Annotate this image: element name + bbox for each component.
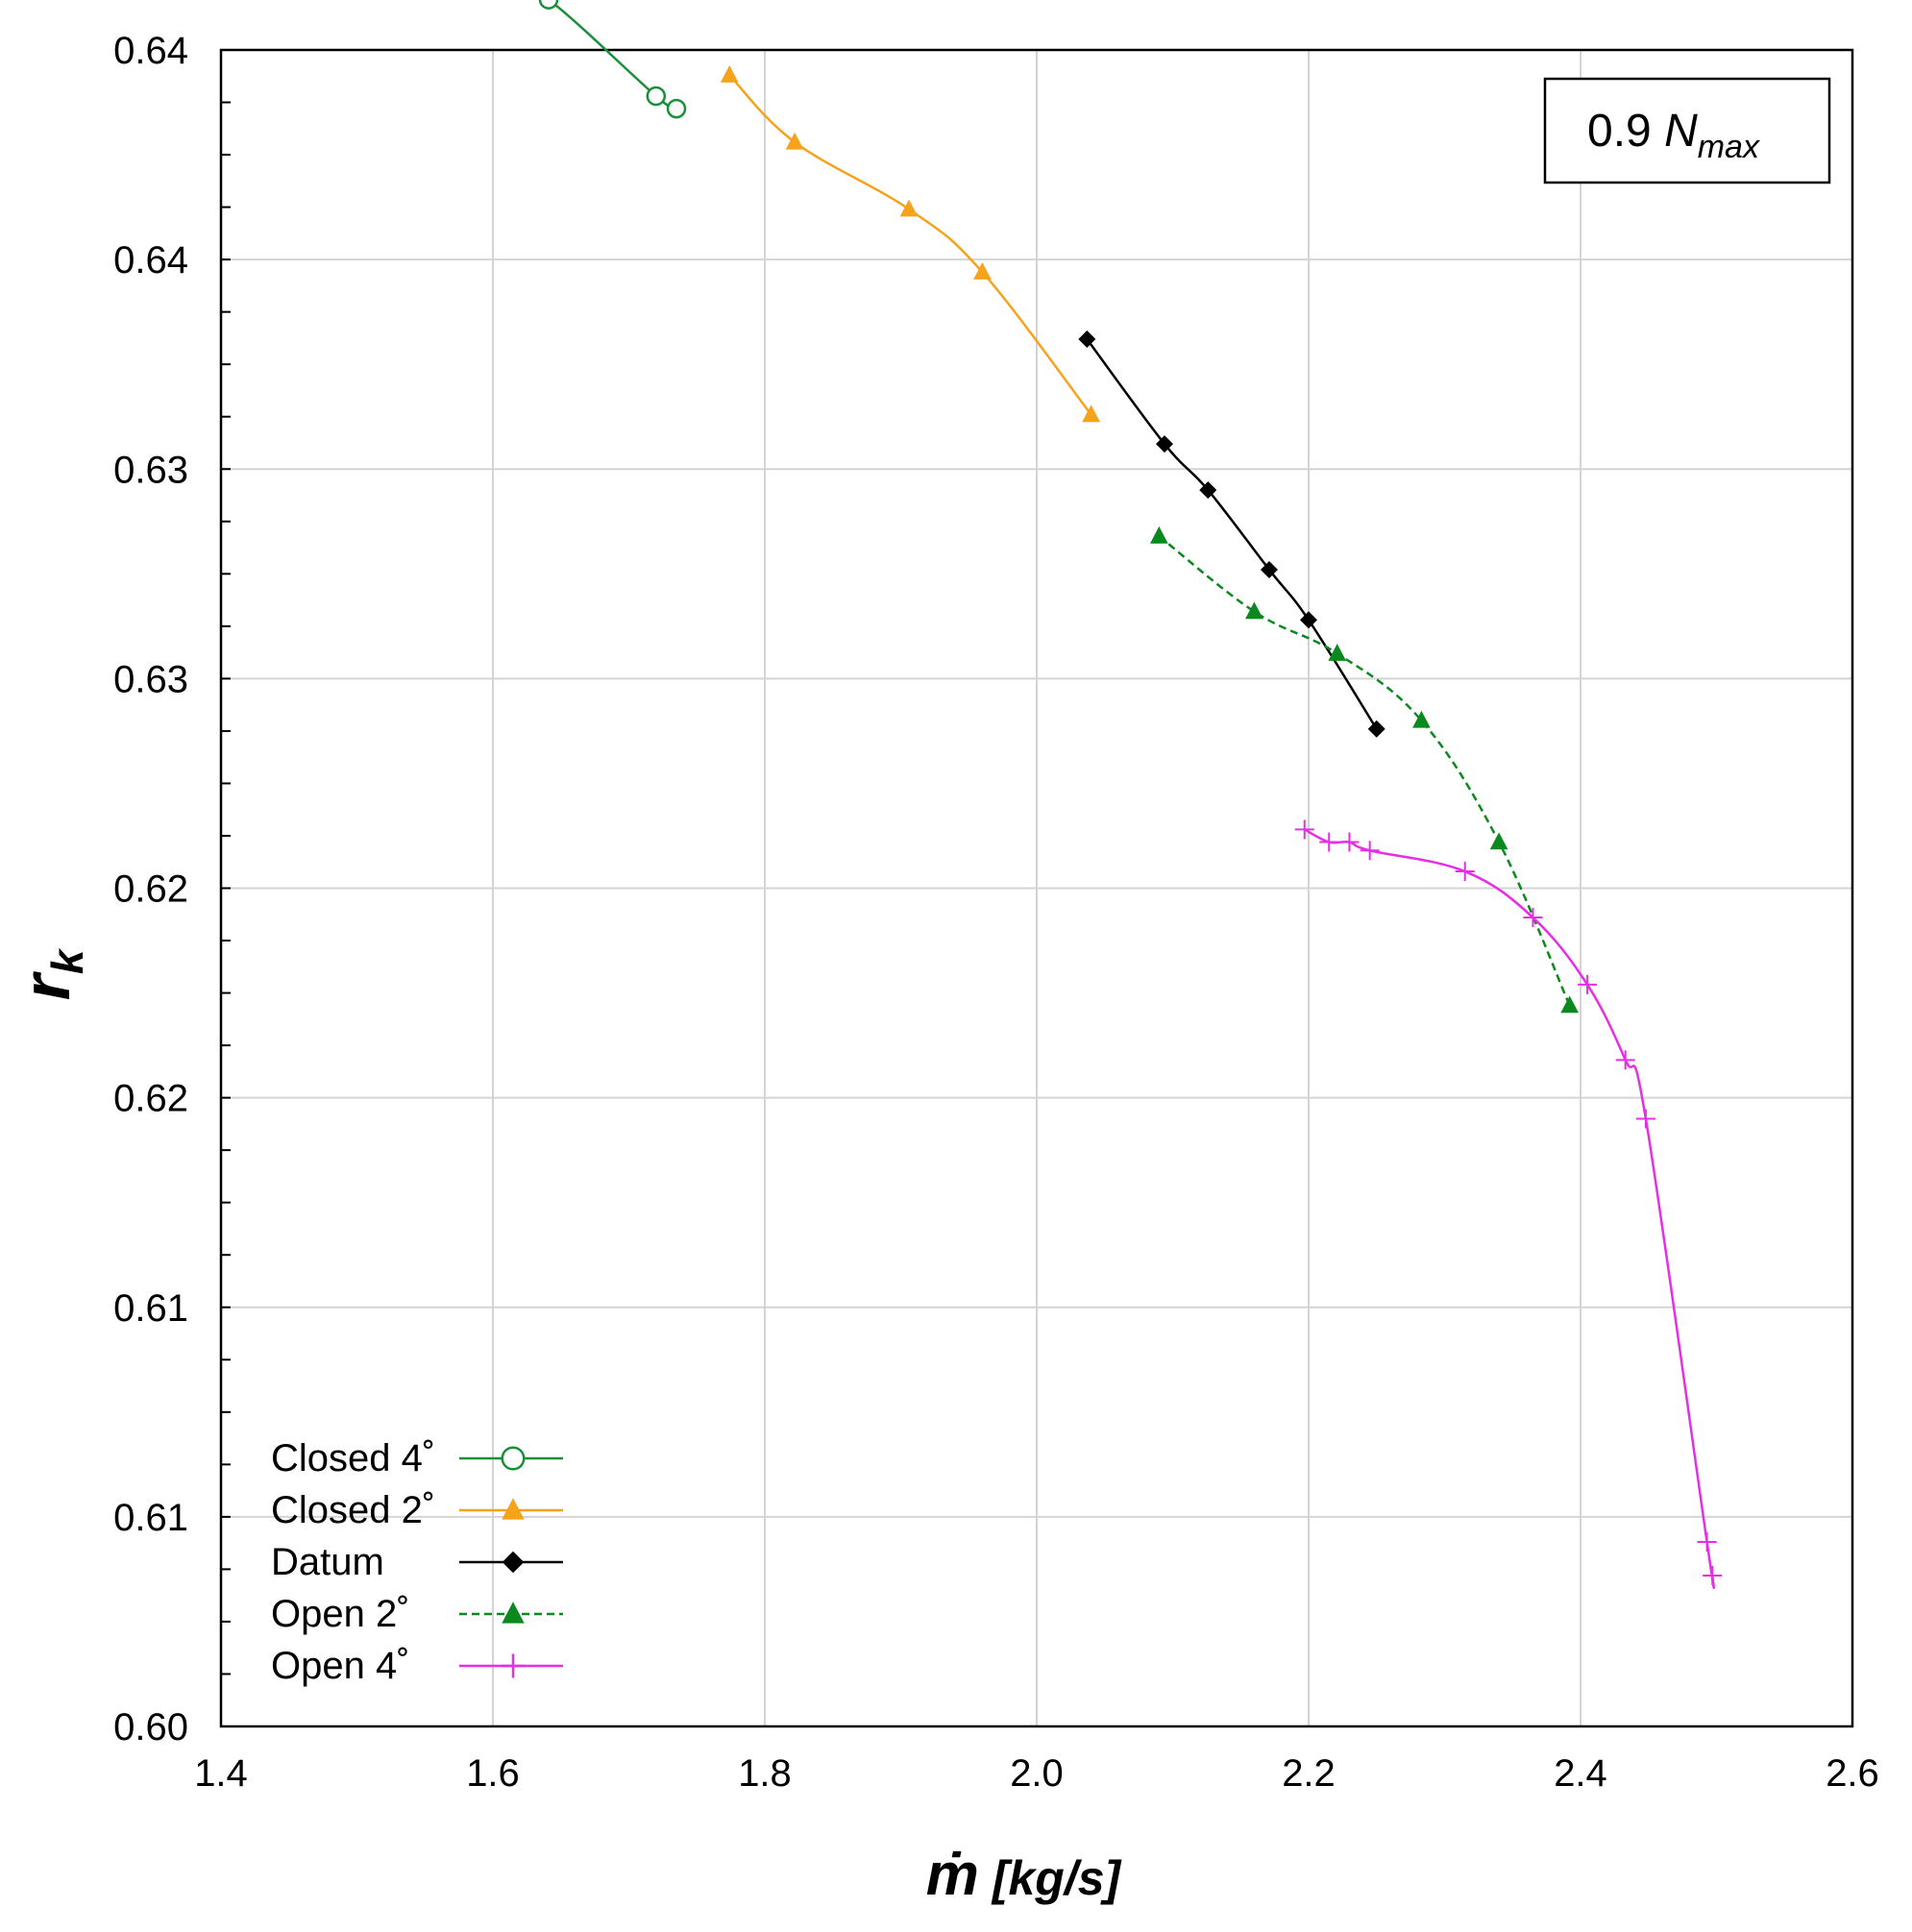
data-point <box>1523 908 1543 928</box>
series-1 <box>720 64 1100 423</box>
legend-entry: Open 2˚ <box>271 1593 563 1635</box>
data-point <box>1078 330 1096 349</box>
legend: Closed 4˚ Closed 2˚ Datum Open 2˚ Open 4˚ <box>271 1437 563 1687</box>
data-point <box>1697 1532 1717 1553</box>
x-axis-title-main: ṁ <box>926 1842 979 1908</box>
data-point <box>538 0 559 10</box>
x-tick-label: 1.8 <box>738 1752 792 1795</box>
data-point <box>1578 974 1598 994</box>
y-axis-title-main: r <box>9 970 84 1000</box>
legend-marker <box>501 1653 526 1678</box>
data-point <box>1319 832 1339 852</box>
x-tick-label: 2.2 <box>1282 1752 1336 1795</box>
series-3 <box>1150 526 1580 1014</box>
series-2 <box>1078 330 1385 738</box>
y-tick-label: 0.63 <box>113 449 188 491</box>
series-layer <box>538 0 1723 1589</box>
data-point <box>1294 819 1314 840</box>
data-point <box>666 98 687 119</box>
data-point <box>1082 404 1100 423</box>
annotation-frame <box>1543 77 1831 184</box>
data-point <box>1360 841 1380 861</box>
legend-label: Closed 4˚ <box>271 1437 435 1480</box>
y-tick-label: 0.62 <box>113 1078 188 1120</box>
series-line <box>1158 535 1571 1007</box>
x-tick-label: 2.6 <box>1826 1752 1879 1795</box>
series-4 <box>1294 819 1723 1589</box>
legend-marker <box>501 1446 526 1471</box>
data-point <box>1328 644 1347 661</box>
legend-entry: Closed 4˚ <box>271 1437 563 1480</box>
data-point <box>1489 832 1508 850</box>
data-point <box>646 86 667 107</box>
legend-marker <box>502 1551 525 1574</box>
data-point <box>1199 481 1217 500</box>
legend-label: Closed 2˚ <box>271 1489 435 1531</box>
y-tick-label: 0.63 <box>113 658 188 700</box>
y-tick-label: 0.62 <box>113 868 188 911</box>
data-point <box>1245 601 1263 620</box>
y-tick-label: 0.60 <box>113 1706 188 1749</box>
annotation-box: 0.9 Nmax <box>1543 77 1831 184</box>
data-point <box>1635 1109 1655 1129</box>
x-tick-label: 1.6 <box>466 1752 520 1795</box>
data-point <box>1412 710 1431 728</box>
x-axis-title: ṁ [kg/s] <box>926 1842 1123 1908</box>
data-point <box>1156 435 1174 453</box>
data-point <box>1615 1050 1635 1070</box>
y-tick-label: 0.64 <box>113 30 188 72</box>
annotation-subscript: max <box>1698 129 1760 165</box>
x-tick-label: 2.0 <box>1010 1752 1064 1795</box>
series-line <box>1086 338 1378 730</box>
x-tick-label: 1.4 <box>194 1752 248 1795</box>
legend-label: Open 2˚ <box>271 1593 410 1635</box>
grid-lines <box>221 50 1852 1726</box>
plot-area-frame <box>219 48 1854 1728</box>
x-axis-title-unit: [kg/s] <box>979 1851 1123 1905</box>
data-point <box>1339 832 1360 852</box>
data-point <box>1367 720 1385 738</box>
data-point <box>1455 862 1475 882</box>
y-tick-label: 0.61 <box>113 1497 188 1539</box>
data-point <box>720 64 739 83</box>
data-point <box>1560 995 1580 1014</box>
y-tick-label: 0.64 <box>113 239 188 281</box>
x-tick-label: 2.4 <box>1554 1752 1607 1795</box>
legend-label: Datum <box>271 1541 384 1583</box>
legend-entry: Datum <box>271 1541 563 1583</box>
data-point <box>1300 611 1317 629</box>
series-0 <box>538 0 687 119</box>
data-point <box>899 199 919 217</box>
legend-marker <box>502 1602 525 1624</box>
data-point <box>1260 560 1278 578</box>
data-point <box>973 262 992 280</box>
x-axis-tick-labels: 1.4 1.6 1.8 2.0 2.2 2.4 2.6 <box>194 1752 1879 1795</box>
legend-entry: Open 4˚ <box>271 1645 563 1687</box>
annotation-prefix: 0.9 <box>1587 106 1664 157</box>
legend-marker <box>502 1498 525 1520</box>
annotation-text: 0.9 Nmax <box>1587 106 1760 165</box>
legend-label: Open 4˚ <box>271 1645 410 1687</box>
legend-entry: Closed 2˚ <box>271 1489 563 1531</box>
annotation-symbol: N <box>1664 106 1698 157</box>
y-axis-title-subscript: k <box>42 947 92 974</box>
y-tick-label: 0.61 <box>113 1287 188 1330</box>
data-point <box>1703 1565 1723 1585</box>
data-point <box>785 132 804 150</box>
y-axis-tick-labels: 0.60 0.61 0.61 0.62 0.62 0.63 0.63 0.64 0.64 <box>113 30 188 1749</box>
y-axis-title: rk <box>9 947 92 1000</box>
data-point <box>1150 526 1168 544</box>
